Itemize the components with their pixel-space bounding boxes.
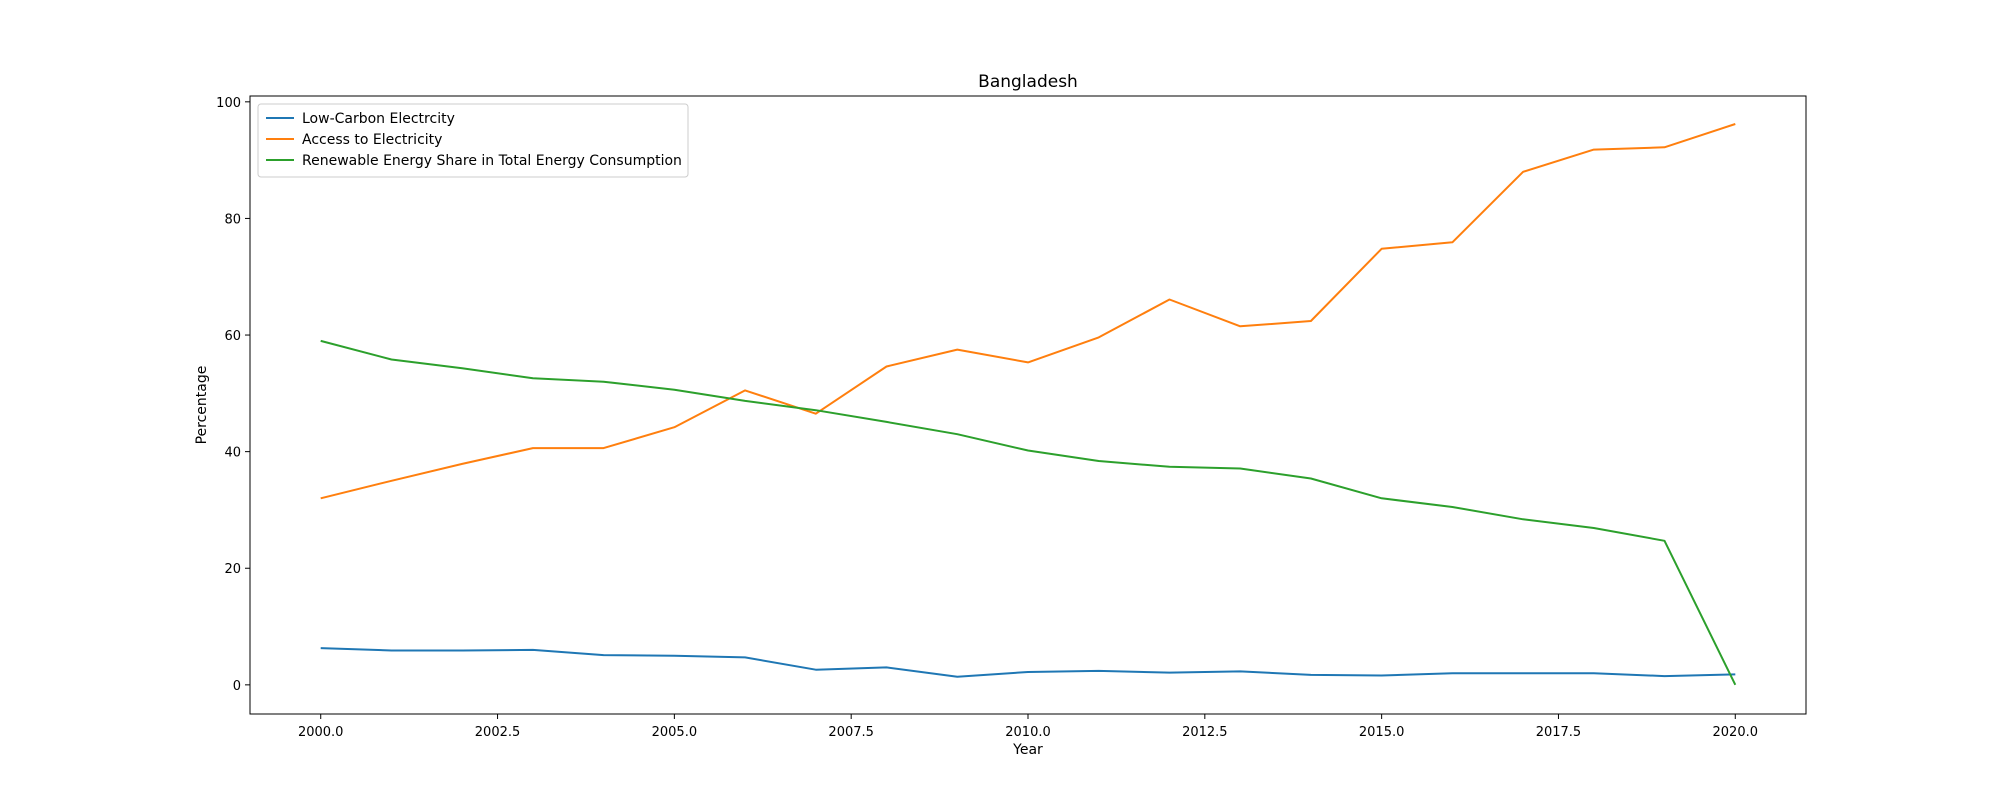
legend-box — [257, 103, 689, 178]
series-line-2 — [320, 123, 1736, 500]
x-tick-label: 2010.0 — [1005, 725, 1051, 740]
x-axis-label: Year — [1012, 742, 1043, 758]
y-tick-label: 100 — [216, 96, 241, 111]
x-axis-ticks: 2000.0 2002.5 2005.0 2007.5 2010.0 2012.5 2015… — [298, 714, 1758, 740]
series-line-1 — [320, 647, 1736, 678]
y-tick-label: 80 — [224, 212, 241, 227]
legend-entry-label: Low-Carbon Electrcity — [302, 111, 455, 127]
plot-area-frame — [249, 95, 1807, 715]
x-tick-label: 2005.0 — [652, 725, 698, 740]
x-tick-label: 2002.5 — [475, 725, 521, 740]
y-tick-label: 20 — [224, 562, 241, 577]
x-tick-label: 2007.5 — [828, 725, 874, 740]
legend: Low-Carbon Electrcity Access to Electrici… — [257, 103, 689, 178]
legend-entry-label: Access to Electricity — [302, 132, 442, 148]
series-line-3 — [320, 339, 1737, 686]
y-tick-label: 0 — [233, 679, 241, 694]
y-tick-label: 40 — [224, 446, 241, 461]
x-tick-label: 2015.0 — [1359, 725, 1405, 740]
x-tick-label: 2012.5 — [1182, 725, 1228, 740]
x-tick-label: 2000.0 — [298, 725, 344, 740]
y-axis-label: Percentage — [194, 366, 210, 445]
y-tick-label: 60 — [224, 329, 241, 344]
y-axis-ticks: 0 20 40 60 80 100 — [216, 96, 250, 694]
x-tick-label: 2017.5 — [1536, 725, 1582, 740]
chart-title: Bangladesh — [978, 72, 1078, 92]
series-lines — [320, 123, 1737, 686]
legend-entry-label: Renewable Energy Share in Total Energy C… — [302, 153, 682, 169]
x-tick-label: 2020.0 — [1713, 725, 1759, 740]
